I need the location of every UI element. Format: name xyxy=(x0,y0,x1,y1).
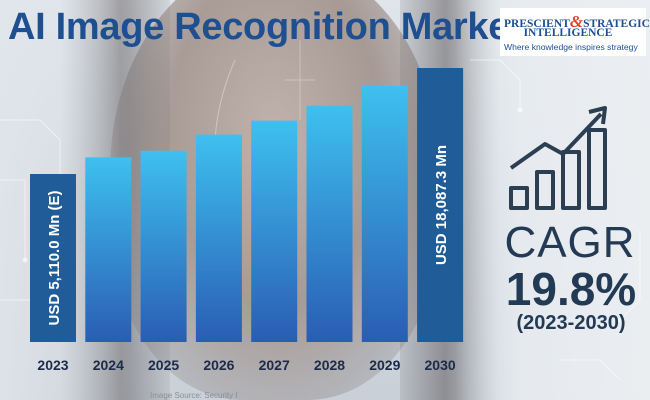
bar-2028 xyxy=(306,105,353,342)
year-label-2029: 2029 xyxy=(369,357,400,373)
bar-2025 xyxy=(140,150,187,342)
year-label-2026: 2026 xyxy=(203,357,234,373)
bar-chart-growth-arrow-icon xyxy=(509,106,607,210)
bar-2027 xyxy=(251,120,298,342)
bar-2029 xyxy=(361,86,408,342)
year-label-2028: 2028 xyxy=(314,357,345,373)
logo-wordmark-line1: PRESCIENT&STRATEGIC xyxy=(504,12,650,31)
company-logo: PRESCIENT&STRATEGIC INTELLIGENCE Where k… xyxy=(500,8,650,56)
year-label-2025: 2025 xyxy=(148,357,179,373)
cagr-label: CAGR xyxy=(504,218,636,267)
bar-2030 xyxy=(417,68,464,342)
chart-title: AI Image Recognition Market xyxy=(8,6,522,48)
logo-wordmark-line2: INTELLIGENCE xyxy=(523,27,613,39)
logo-tagline: Where knowledge inspires strategy xyxy=(504,42,638,52)
year-label-2027: 2027 xyxy=(259,357,290,373)
data-label-2023: USD 5,110.0 Mn (E) xyxy=(46,190,63,325)
year-label-2023: 2023 xyxy=(37,357,68,373)
year-label-2024: 2024 xyxy=(93,357,124,373)
bar-2023 xyxy=(30,174,76,342)
cagr-period: (2023-2030) xyxy=(516,312,626,334)
cagr-value: 19.8% xyxy=(505,263,637,315)
image-source-note: Image Source: Security I xyxy=(150,391,238,400)
bar-2026 xyxy=(195,134,242,342)
bar-2024 xyxy=(85,157,132,342)
year-label-2030: 2030 xyxy=(425,357,456,373)
data-label-2030: USD 18,087.3 Mn xyxy=(433,145,450,265)
